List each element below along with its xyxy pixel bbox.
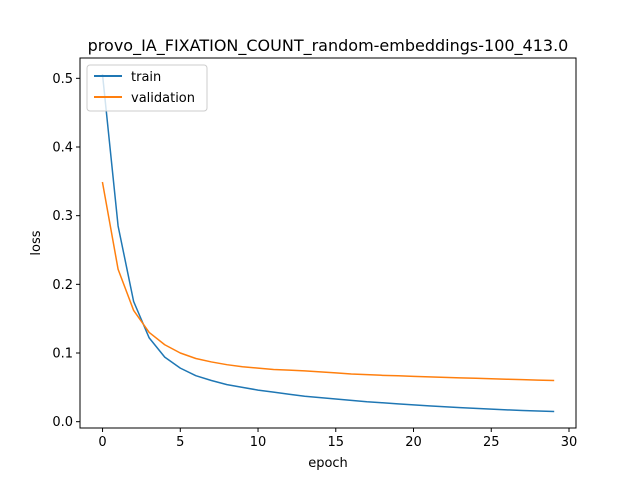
y-tick-label: 0.0	[52, 415, 73, 430]
y-axis-label: loss	[29, 230, 44, 255]
legend-label-train: train	[131, 70, 161, 85]
y-tick-label: 0.2	[52, 278, 73, 293]
y-tick-label: 0.1	[52, 347, 73, 362]
x-tick-label: 0	[98, 435, 106, 450]
y-tick-label: 0.3	[52, 209, 73, 224]
x-tick-label: 20	[405, 435, 422, 450]
y-tick-label: 0.5	[52, 72, 73, 87]
plot-frame	[79, 57, 577, 429]
y-axis: 0.0 0.1 0.2 0.3 0.4 0.5	[52, 72, 80, 430]
legend: train validation	[86, 64, 208, 112]
plot-area	[101, 74, 555, 413]
x-tick-label: 5	[176, 435, 184, 450]
x-tick-label: 30	[561, 435, 578, 450]
chart-title: provo_IA_FIXATION_COUNT_random-embedding…	[88, 36, 569, 56]
y-tick-label: 0.4	[52, 140, 73, 155]
series-line-train	[101, 74, 555, 413]
x-tick-label: 25	[483, 435, 500, 450]
x-tick-label: 10	[250, 435, 267, 450]
x-axis: 0 5 10 15 20 25 30	[98, 428, 577, 450]
x-tick-label: 15	[328, 435, 345, 450]
series-line-validation	[101, 181, 555, 382]
legend-label-validation: validation	[131, 91, 195, 106]
x-axis-label: epoch	[308, 456, 348, 471]
